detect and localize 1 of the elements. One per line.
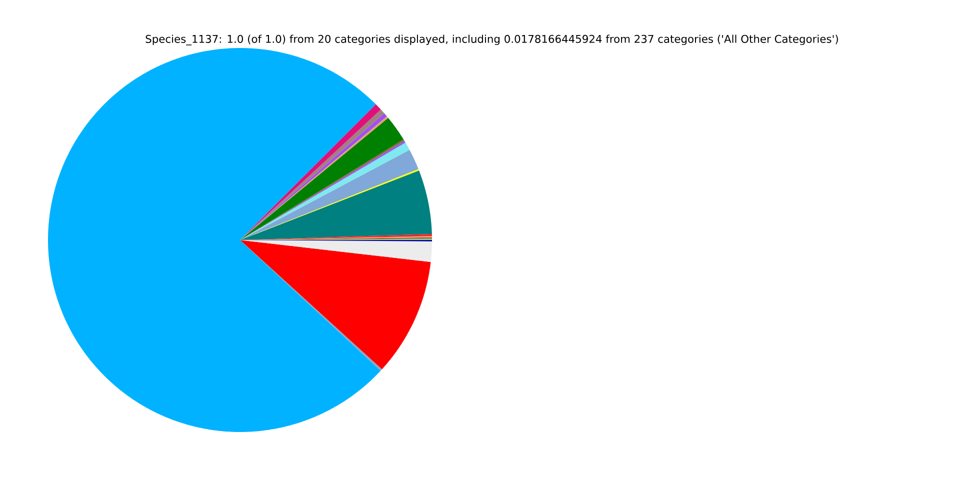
text: Species_1137: 1.0 (of 1.0) from 20 categories displayed, including 0.0178166445924 from 237 categories ('All Other Categories'): [146, 34, 838, 46]
